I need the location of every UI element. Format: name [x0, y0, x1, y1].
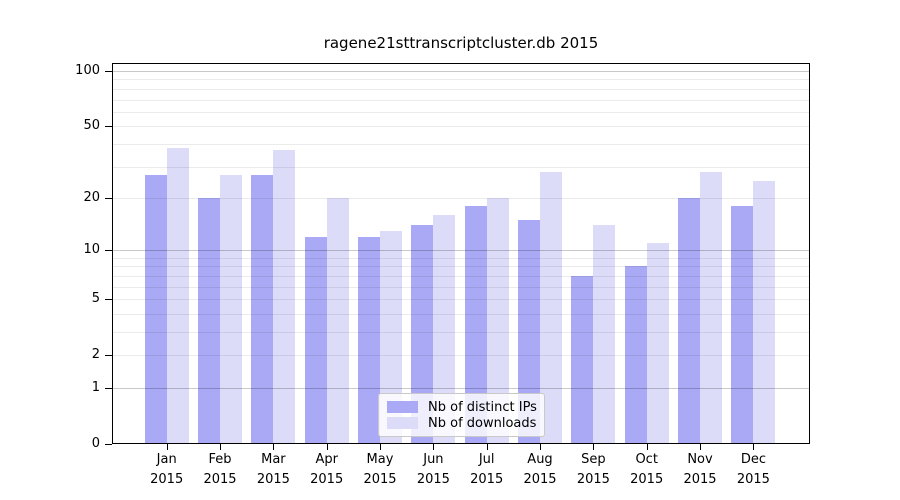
x-tick-mar	[273, 444, 275, 450]
y-tick-5	[105, 299, 112, 301]
y-tick-20	[105, 197, 112, 199]
x-tick-label-jun: Jun 2015	[416, 452, 450, 487]
gridline-60	[113, 111, 809, 113]
x-tick-may	[380, 444, 381, 450]
gridline-20	[113, 197, 809, 199]
bar-nov-downloads	[700, 171, 722, 444]
y-tick-label-100: 100	[75, 63, 100, 78]
chart-title: ragene21sttranscriptcluster.db 2015	[323, 34, 599, 52]
gridline-9	[113, 257, 809, 259]
gridline-10	[113, 250, 809, 252]
gridline-4	[113, 313, 809, 315]
x-tick-nov	[700, 444, 701, 450]
bar-mar-distinct-ips	[251, 174, 274, 444]
gridline-8	[113, 266, 809, 268]
x-tick-label-sep: Sep 2015	[576, 452, 610, 487]
bar-may-distinct-ips	[358, 236, 380, 444]
x-tick-aug	[540, 444, 541, 450]
x-tick-apr	[326, 444, 328, 450]
gridline-30	[113, 166, 809, 168]
y-tick-label-10: 10	[83, 242, 100, 258]
bar-aug-distinct-ips	[518, 219, 540, 444]
bar-sep-downloads	[593, 225, 616, 444]
y-tick-2	[105, 355, 112, 357]
gridline-40	[113, 143, 809, 145]
y-tick-0	[105, 444, 112, 445]
gridline-1	[113, 388, 809, 389]
legend: Nb of distinct IPs Nb of downloads	[378, 393, 545, 437]
gridline-50	[113, 126, 809, 128]
legend-label-downloads: Nb of downloads	[428, 415, 537, 431]
bar-feb-distinct-ips	[198, 197, 220, 444]
bar-aug-downloads	[540, 171, 562, 444]
legend-swatch-distinct-ips	[387, 401, 418, 413]
bar-jan-distinct-ips	[144, 174, 167, 444]
bar-dec-distinct-ips	[731, 206, 754, 444]
bar-feb-downloads	[220, 174, 242, 444]
x-tick-label-mar: Mar 2015	[256, 452, 290, 487]
y-tick-label-50: 50	[83, 118, 100, 134]
bar-oct-distinct-ips	[624, 266, 647, 444]
bar-jan-downloads	[166, 147, 189, 444]
legend-item-downloads: Nb of downloads	[387, 415, 536, 431]
bar-apr-distinct-ips	[304, 236, 327, 444]
gridline-90	[113, 79, 809, 81]
x-tick-label-jan: Jan 2015	[150, 452, 184, 487]
x-tick-jun	[433, 444, 435, 450]
x-tick-label-apr: Apr 2015	[310, 452, 344, 487]
bar-mar-downloads	[273, 150, 296, 444]
legend-label-distinct-ips: Nb of distinct IPs	[428, 399, 537, 415]
bar-nov-distinct-ips	[678, 197, 700, 444]
x-tick-label-nov: Nov 2015	[683, 452, 717, 487]
y-tick-10	[105, 250, 112, 252]
y-tick-label-1: 1	[91, 380, 100, 395]
y-tick-label-20: 20	[83, 189, 100, 205]
x-tick-label-oct: Oct 2015	[630, 452, 664, 487]
legend-item-distinct-ips: Nb of distinct IPs	[387, 399, 537, 415]
bar-jul-downloads	[486, 197, 509, 444]
y-tick-label-2: 2	[91, 347, 100, 363]
x-tick-sep	[593, 444, 595, 450]
x-tick-label-jul: Jul 2015	[470, 452, 504, 487]
x-tick-jul	[486, 444, 488, 450]
x-tick-label-feb: Feb 2015	[203, 452, 237, 487]
gridline-5	[113, 299, 809, 301]
bar-dec-downloads	[753, 180, 776, 444]
gridline-6	[113, 286, 809, 288]
x-tick-jan	[166, 444, 168, 450]
bar-apr-downloads	[326, 197, 349, 444]
x-tick-label-aug: Aug 2015	[523, 452, 557, 487]
y-tick-100	[105, 71, 112, 72]
gridline-70	[113, 99, 809, 101]
y-tick-50	[105, 126, 112, 128]
y-tick-1	[105, 388, 112, 389]
bar-jun-downloads	[433, 215, 456, 444]
y-tick-label-5: 5	[91, 291, 100, 307]
gridline-80	[113, 88, 809, 90]
bar-oct-downloads	[646, 243, 669, 444]
gridline-3	[113, 332, 809, 333]
bar-may-downloads	[380, 230, 402, 444]
gridline-2	[113, 355, 809, 357]
x-tick-feb	[220, 444, 221, 450]
bar-sep-distinct-ips	[571, 275, 594, 444]
x-tick-label-dec: Dec 2015	[736, 452, 770, 487]
bar-jun-distinct-ips	[411, 225, 434, 444]
gridline-100	[113, 71, 809, 72]
bar-jul-distinct-ips	[464, 206, 487, 444]
x-tick-label-may: May 2015	[363, 452, 397, 487]
gridline-7	[113, 275, 809, 277]
x-tick-oct	[646, 444, 648, 450]
legend-swatch-downloads	[387, 417, 418, 429]
y-tick-label-0: 0	[91, 436, 100, 451]
x-tick-dec	[753, 444, 755, 450]
